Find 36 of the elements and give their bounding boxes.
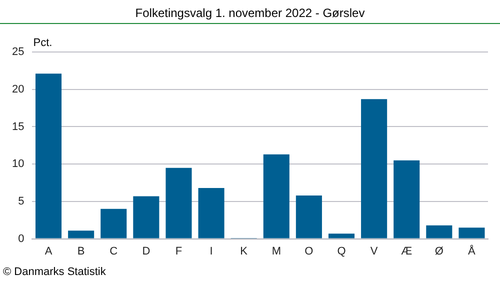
- chart-title: Folketingsvalg 1. november 2022 - Gørslev: [135, 6, 365, 20]
- bar: [133, 196, 160, 238]
- y-tick-label: 15: [12, 120, 24, 133]
- text: © Danmarks Statistik: [3, 266, 106, 278]
- y-tick-label: 0: [18, 232, 24, 245]
- bar: [394, 160, 420, 238]
- bar: [458, 228, 485, 238]
- x-tick-label: M: [272, 245, 281, 258]
- bar: [328, 234, 355, 238]
- x-tick-label: F: [175, 245, 182, 258]
- bar: [68, 230, 94, 238]
- bar: [263, 154, 290, 238]
- x-tick-label: Q: [337, 245, 346, 258]
- bar: [198, 188, 224, 238]
- bar: [426, 225, 452, 238]
- bar: [166, 168, 192, 238]
- x-tick-label: Å: [468, 244, 476, 258]
- bar: [361, 99, 388, 238]
- x-tick-label: C: [110, 245, 118, 258]
- x-tick-label: Ø: [434, 245, 444, 258]
- x-tick-label: A: [44, 245, 53, 258]
- x-tick-label: K: [240, 245, 248, 258]
- x-tick-label: V: [370, 245, 378, 258]
- y-tick-label: 5: [18, 195, 24, 208]
- y-tick-label: 20: [12, 83, 24, 96]
- x-tick-label: I: [210, 245, 213, 258]
- x-tick-label: O: [304, 245, 314, 258]
- bar: [35, 74, 62, 238]
- y-tick-label: 25: [12, 46, 24, 58]
- x-tick-label: Æ: [401, 245, 412, 258]
- bar: [296, 195, 322, 238]
- x-tick-label: B: [77, 245, 85, 258]
- bar: [100, 208, 127, 238]
- x-tick-label: D: [142, 245, 150, 258]
- y-axis-title: Pct.: [33, 37, 52, 49]
- y-tick-label: 10: [12, 158, 24, 170]
